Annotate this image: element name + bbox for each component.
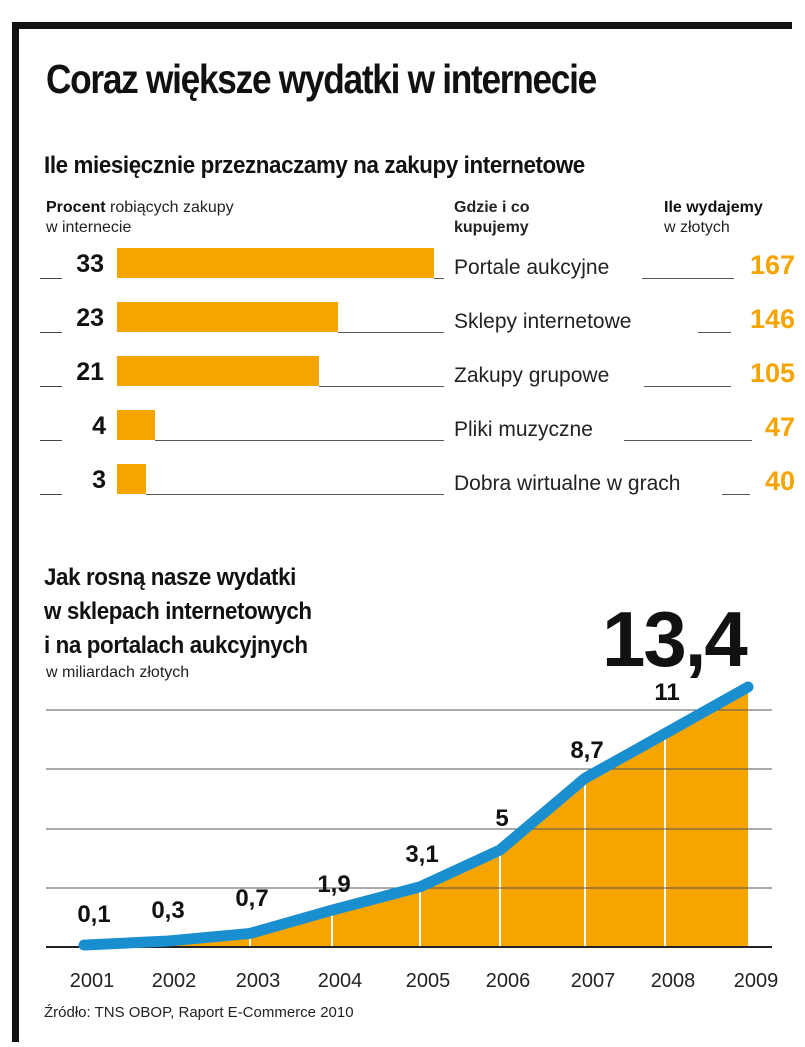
row-amount: 146	[749, 304, 795, 334]
row-amount: 40	[764, 466, 795, 496]
col-amount-line2: w złotych	[664, 219, 730, 236]
row-bar	[117, 356, 319, 386]
chart-x-tick-label: 2002	[152, 970, 197, 992]
row-tail-line	[722, 494, 750, 495]
row-amount: 47	[764, 412, 795, 442]
row-amount: 105	[749, 358, 795, 388]
section2-heading-line2: w sklepach internetowych	[44, 598, 312, 625]
frame-top-rule	[12, 22, 792, 29]
chart-data-label: 1,9	[317, 871, 350, 898]
row-bar	[117, 464, 146, 494]
row-percent: 33	[76, 250, 104, 278]
row-leader-dash	[40, 332, 62, 333]
section2-heading-line1: Jak rosną nasze wydatki	[44, 564, 296, 591]
chart-x-tick-label: 2004	[318, 970, 363, 992]
chart-x-tick-label: 2009	[734, 970, 779, 992]
chart-x-tick-label: 2005	[406, 970, 451, 992]
row-tail-line	[624, 440, 752, 441]
col-percent-header: Procent robiących zakupy w internecie	[46, 198, 234, 238]
row-baseline	[145, 494, 444, 495]
chart-data-label: 11	[654, 679, 679, 706]
row-leader-dash	[40, 440, 62, 441]
row-label: Pliki muzyczne	[454, 418, 593, 441]
highlight-value: 13,4	[602, 595, 748, 683]
chart-x-tick-label: 2003	[236, 970, 281, 992]
chart-x-tick-label: 2008	[651, 970, 696, 992]
row-leader-dash	[40, 278, 62, 279]
row-baseline	[318, 386, 444, 387]
row-percent: 3	[92, 466, 106, 494]
section2-heading-line3: i na portalach aukcyjnych	[44, 632, 308, 659]
col-amount-bold: Ile wydajemy	[664, 199, 763, 216]
row-label: Zakupy grupowe	[454, 364, 610, 387]
chart-data-label: 8,7	[570, 737, 603, 764]
chart-data-label: 0,1	[77, 901, 110, 928]
row-label: Sklepy internetowe	[454, 310, 632, 333]
chart-area-fill	[84, 687, 748, 947]
col-where-line2: kupujemy	[454, 219, 529, 236]
section1-heading: Ile miesięcznie przeznaczamy na zakupy i…	[44, 152, 585, 179]
row-baseline	[337, 332, 444, 333]
frame-left-rule	[12, 22, 19, 1042]
chart-data-label: 0,7	[235, 885, 268, 912]
chart-unit: w miliardach złotych	[46, 664, 190, 681]
col-percent-rest: robiących zakupy	[105, 199, 234, 216]
row-amount: 167	[749, 250, 795, 280]
row-leader-dash	[40, 386, 62, 387]
col-amount-header: Ile wydajemy w złotych	[664, 198, 763, 238]
row-bar	[117, 302, 338, 332]
chart-x-tick-label: 2006	[486, 970, 531, 992]
row-baseline	[155, 440, 444, 441]
row-tail-line	[698, 332, 731, 333]
chart-x-tick-label: 2007	[571, 970, 616, 992]
page-title: Coraz większe wydatki w internecie	[46, 56, 597, 102]
row-leader-dash	[40, 494, 62, 495]
chart-data-label: 3,1	[405, 841, 438, 868]
row-label: Dobra wirtualne w grach	[454, 472, 681, 495]
row-percent: 23	[76, 304, 104, 332]
row-tail-line	[644, 386, 731, 387]
col-where-line1: Gdzie i co	[454, 199, 530, 216]
col-where-header: Gdzie i co kupujemy	[454, 198, 530, 238]
row-tail-line	[642, 278, 734, 279]
row-percent: 4	[92, 412, 106, 440]
col-percent-line2: w internecie	[46, 219, 132, 236]
section2-heading: Jak rosną nasze wydatki w sklepach inter…	[44, 561, 312, 663]
row-label: Portale aukcyjne	[454, 256, 610, 279]
col-percent-bold: Procent	[46, 199, 106, 216]
chart-series-line	[78, 681, 754, 951]
row-baseline	[434, 278, 444, 279]
row-bar	[117, 410, 156, 440]
chart-data-label: 0,3	[151, 897, 184, 924]
chart-x-tick-label: 2001	[70, 970, 115, 992]
chart-data-label: 5	[495, 805, 508, 832]
row-percent: 21	[76, 358, 104, 386]
row-bar	[117, 248, 434, 278]
source-note: Źródło: TNS OBOP, Raport E-Commerce 2010	[44, 1004, 354, 1021]
